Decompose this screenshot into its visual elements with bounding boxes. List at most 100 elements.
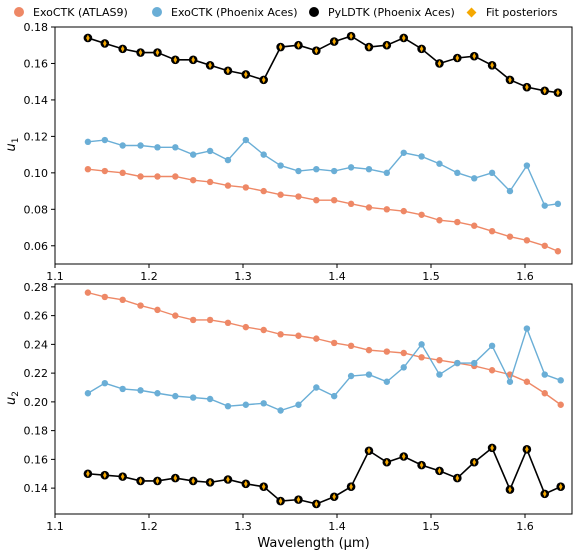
data-point — [84, 390, 92, 397]
fit-posterior-marker — [244, 480, 248, 488]
series-2 — [84, 136, 562, 209]
chart-panel-1: 1.1 1.2 1.3 1.4 1.5 1.6 0.06 0.08 0.10 0.12 0.14 0.… — [4, 21, 573, 283]
x-tick-label: 1.6 — [516, 270, 534, 283]
fit-posterior-marker — [508, 76, 512, 84]
data-point — [154, 173, 161, 180]
data-point — [418, 341, 425, 348]
y-tick-label: 0.18 — [24, 21, 49, 34]
fit-posterior-marker — [455, 54, 460, 62]
fit-posterior-marker — [261, 483, 266, 490]
x-tick-label: 1.4 — [328, 270, 346, 283]
data-point — [400, 149, 407, 156]
data-point — [242, 323, 250, 331]
legend-circle-marker — [14, 7, 24, 17]
fit-posterior-marker — [278, 497, 283, 505]
y-tick-label: 0.16 — [24, 57, 49, 70]
data-point — [313, 196, 320, 204]
fit-posterior-marker — [226, 476, 230, 483]
fit-posterior-marker — [278, 43, 283, 51]
data-point — [383, 378, 391, 385]
data-point — [189, 394, 197, 401]
fit-posterior-marker — [437, 60, 442, 67]
data-point — [260, 187, 267, 195]
data-point — [277, 407, 284, 414]
x-tick-label: 1.6 — [516, 520, 534, 533]
fit-posterior-marker — [138, 477, 143, 485]
fit-posterior-marker — [314, 500, 319, 508]
fit-posterior-marker — [226, 67, 230, 75]
fit-posterior-marker — [155, 49, 160, 56]
data-point — [84, 138, 92, 146]
data-point — [541, 202, 548, 209]
data-point — [206, 316, 214, 324]
legend-label: PyLDTK (Phoenix Aces) — [328, 5, 455, 19]
fit-posterior-marker — [558, 483, 563, 490]
data-point — [400, 364, 407, 371]
data-point — [101, 293, 109, 301]
data-point — [154, 390, 161, 397]
fit-posterior-marker — [296, 496, 301, 503]
x-tick-label: 1.2 — [140, 520, 158, 533]
data-point — [313, 335, 320, 342]
series-1 — [84, 166, 562, 255]
data-point — [347, 200, 355, 208]
fit-posterior-marker — [490, 61, 494, 69]
data-point — [260, 151, 267, 158]
data-point — [330, 339, 338, 347]
fit-posterior-marker — [525, 83, 529, 91]
data-point — [242, 136, 250, 144]
data-point — [101, 379, 109, 387]
data-point — [189, 151, 197, 158]
data-point — [506, 187, 514, 195]
data-point — [471, 359, 478, 367]
data-point — [400, 207, 407, 215]
data-point — [277, 191, 284, 198]
data-point — [154, 144, 161, 151]
data-point — [260, 326, 267, 334]
y-tick-label: 0.26 — [24, 310, 49, 323]
data-point — [277, 162, 284, 169]
data-point — [541, 242, 548, 249]
x-tick-label: 1.2 — [140, 270, 158, 283]
data-point — [119, 142, 126, 149]
data-point — [347, 342, 355, 350]
data-point — [260, 400, 267, 407]
fit-posterior-marker — [508, 486, 512, 493]
x-axis-label: Wavelength (μm) — [257, 536, 369, 551]
data-point — [523, 162, 531, 169]
fit-posterior-marker — [208, 479, 212, 486]
data-point — [137, 302, 144, 309]
legend-label: ExoCTK (ATLAS9) — [33, 5, 128, 19]
data-point — [400, 349, 407, 357]
data-point — [330, 167, 338, 175]
fit-posterior-marker — [155, 477, 160, 485]
data-point — [383, 206, 391, 213]
legend-item-fit-posteriors: Fit posteriors — [466, 4, 557, 20]
data-point — [172, 392, 179, 400]
fit-posterior-marker — [349, 32, 353, 40]
data-point — [119, 296, 126, 304]
y-tick-label: 0.20 — [24, 396, 49, 409]
data-point — [330, 392, 338, 400]
fit-posterior-marker — [401, 453, 406, 460]
fit-posterior-marker — [542, 87, 547, 95]
data-point — [189, 316, 197, 324]
data-point — [454, 218, 461, 226]
fit-posterior-marker — [332, 493, 336, 501]
fit-posterior-marker — [556, 89, 560, 96]
data-point — [101, 136, 109, 144]
data-point — [488, 342, 496, 350]
fit-posterior-marker — [419, 45, 424, 53]
data-point — [488, 169, 496, 177]
x-tick-label: 1.1 — [46, 270, 64, 283]
data-point — [242, 401, 250, 408]
series-2 — [84, 325, 564, 414]
data-point — [523, 378, 531, 385]
data-point — [365, 166, 373, 173]
data-point — [84, 166, 92, 173]
data-point — [454, 359, 461, 367]
data-point — [224, 319, 232, 327]
fit-posterior-marker — [173, 56, 178, 64]
y-tick-label: 0.14 — [24, 94, 49, 107]
data-point — [172, 144, 179, 151]
